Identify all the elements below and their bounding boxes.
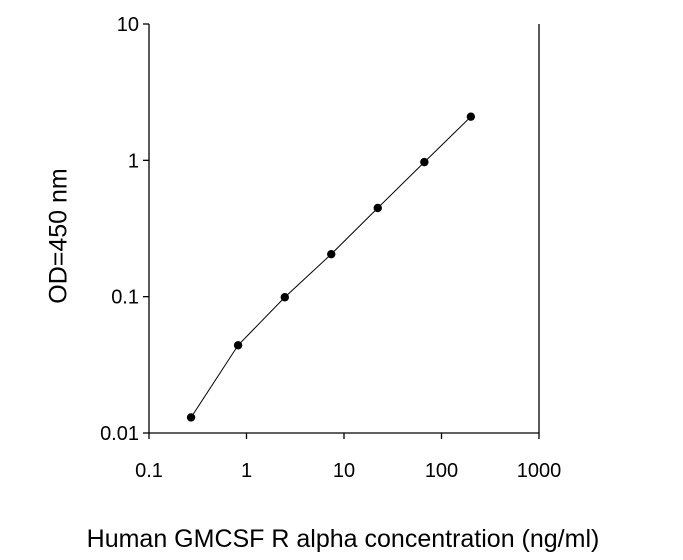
x-axis-ticks: 0.1 1 10 100 1000 [135, 433, 561, 482]
x-tick-label: 100 [425, 460, 458, 482]
data-series [186, 112, 476, 422]
y-tick-label: 0.1 [111, 287, 139, 309]
x-tick-label: 10 [333, 460, 355, 482]
x-tick-label: 1 [241, 460, 252, 482]
data-point [280, 293, 289, 302]
data-point [420, 157, 429, 167]
data-point [233, 341, 243, 350]
y-tick-label: 0.01 [100, 423, 139, 445]
series-line [190, 116, 472, 418]
y-tick-label: 1 [128, 150, 139, 172]
data-point [186, 413, 196, 422]
y-tick-label: 10 [117, 14, 139, 36]
data-point [327, 249, 336, 259]
x-tick-label: 0.1 [135, 460, 163, 482]
y-axis-ticks: 0.01 0.1 1 10 [100, 14, 149, 445]
x-axis-label: Human GMCSF R alpha concentration (ng/ml… [87, 525, 600, 553]
x-tick-label: 1000 [517, 460, 562, 482]
data-point [466, 112, 476, 121]
y-axis-label: OD=450 nm [45, 168, 73, 304]
plot-frame [148, 24, 540, 434]
data-point [373, 203, 382, 213]
